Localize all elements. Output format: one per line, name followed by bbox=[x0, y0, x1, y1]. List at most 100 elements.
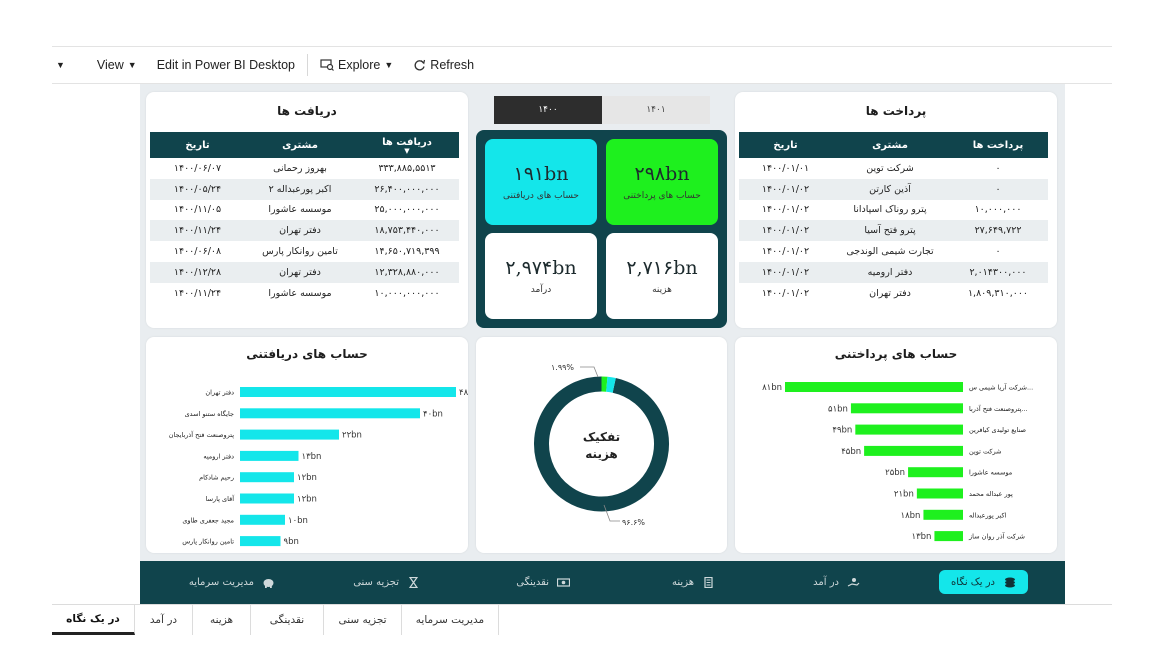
bar[interactable] bbox=[850, 403, 963, 414]
bar[interactable] bbox=[934, 531, 963, 542]
edit-desktop-button[interactable]: Edit in Power BI Desktop bbox=[147, 47, 305, 83]
table-cell: ۰ bbox=[995, 246, 1001, 258]
year-option-1400[interactable]: ۱۴۰۰ bbox=[494, 96, 602, 124]
bar[interactable] bbox=[240, 408, 420, 419]
bar[interactable] bbox=[240, 387, 456, 397]
payables-chart-title: حساب های پرداختنی bbox=[834, 347, 958, 361]
table-cell: بهروز رحمانی bbox=[273, 162, 327, 174]
kpi-panel: ۲۹۸bn حساب های پرداختنی ۱۹۱bn حساب های د… bbox=[476, 130, 727, 328]
bar[interactable] bbox=[240, 429, 339, 440]
bar[interactable] bbox=[916, 488, 963, 499]
category-label: آقای پارسا bbox=[206, 494, 236, 503]
table-cell: ۱۴۰۰/۰۱/۰۲ bbox=[761, 246, 810, 258]
table-cell: پترو فتح آسیا bbox=[832, 220, 948, 242]
kpi-payable: ۲۹۸bn حساب های پرداختنی bbox=[606, 139, 718, 225]
table-cell: اکبر پورعبداله ۲ bbox=[245, 178, 355, 200]
explore-menu[interactable]: Explore ▼ bbox=[310, 47, 403, 83]
nav-expense[interactable]: هزینه bbox=[672, 561, 715, 604]
data-label: ۲۲bn bbox=[342, 431, 362, 441]
table-row[interactable]: ۱۰,۰۰۰,۰۰۰ پترو روناک اسپادانا ۱۴۰۰/۰۱/۰۲ bbox=[739, 200, 1048, 221]
table-row[interactable]: ۱۲,۳۲۸,۸۸۰,۰۰۰ دفتر تهران ۱۴۰۰/۱۲/۲۸ bbox=[150, 261, 459, 283]
category-label: دفتر تهران bbox=[205, 389, 234, 397]
table-cell: ۱۴۰۰/۰۱/۰۲ bbox=[739, 261, 832, 283]
leader-line bbox=[603, 504, 620, 522]
sort-down-icon: ▼ bbox=[404, 146, 410, 155]
tab-liquidity[interactable]: نقدینگی bbox=[251, 605, 324, 635]
table-row[interactable]: ۲,۰۱۴۳۰۰,۰۰۰ دفتر ارومیه ۱۴۰۰/۰۱/۰۲ bbox=[739, 261, 1048, 283]
table-row[interactable]: ۳۳۳,۸۸۵,۵۵۱۳ بهروز رحمانی ۱۴۰۰/۰۶/۰۷ bbox=[150, 158, 459, 179]
coins-icon bbox=[1005, 577, 1015, 587]
table-cell: ۲,۰۱۴۳۰۰,۰۰۰ bbox=[948, 261, 1048, 283]
tab-expense[interactable]: هزینه bbox=[193, 605, 251, 635]
nav-aging[interactable]: تجزیه سنی bbox=[353, 561, 420, 604]
table-cell: ۱۴۰۰/۰۱/۰۲ bbox=[739, 178, 832, 200]
bar[interactable] bbox=[240, 536, 281, 547]
nav-label: در آمد bbox=[813, 577, 839, 588]
year-slicer: ۱۴۰۱ ۱۴۰۰ bbox=[494, 96, 710, 124]
data-label: ۴۵bn bbox=[841, 447, 861, 457]
payments-table-card: پرداخت ها پرداخت ها مشتری تاریخ ۰ شرکت تو… bbox=[735, 92, 1057, 328]
explore-label: Explore bbox=[337, 58, 381, 72]
bar[interactable] bbox=[923, 509, 963, 520]
table-row[interactable]: ۱۸,۷۵۳,۴۴۰,۰۰۰ دفتر تهران ۱۴۰۰/۱۱/۲۴ bbox=[150, 220, 459, 242]
collapse-chevron[interactable]: ▼ bbox=[52, 47, 75, 83]
nav-label: تجزیه سنی bbox=[353, 577, 399, 588]
table-cell: ۱۸,۷۵۳,۴۴۰,۰۰۰ bbox=[355, 220, 459, 242]
bar[interactable] bbox=[240, 472, 294, 483]
nav-overview[interactable]: در یک نگاه bbox=[939, 570, 1028, 594]
tab-overview[interactable]: در یک نگاه bbox=[52, 605, 135, 635]
table-row[interactable]: ۰ شرکت توین ۱۴۰۰/۰۱/۰۱ bbox=[739, 158, 1048, 179]
bar[interactable] bbox=[785, 382, 963, 392]
category-label: شرکت آذر روان ساز bbox=[968, 532, 1025, 541]
bar[interactable] bbox=[864, 445, 963, 456]
expense-donut-chart bbox=[534, 366, 669, 522]
donut-label-small: ۱.۹۹% bbox=[551, 363, 575, 372]
col-header-date[interactable]: تاریخ bbox=[739, 132, 832, 158]
bar[interactable] bbox=[855, 424, 963, 435]
table-row[interactable]: ۲۶,۴۰۰,۰۰۰,۰۰۰ اکبر پورعبداله ۲ ۱۴۰۰/۰۵/۲۴ bbox=[150, 178, 459, 200]
donut-slice[interactable] bbox=[534, 376, 669, 512]
data-label: ۲۵bn bbox=[885, 468, 905, 478]
table-cell: ۱۴۰۰/۰۱/۰۲ bbox=[761, 287, 810, 299]
col-header-customer[interactable]: مشتری bbox=[245, 132, 355, 158]
donut-slice[interactable] bbox=[606, 376, 616, 393]
table-cell: ۱۰,۰۰۰,۰۰۰,۰۰۰ bbox=[374, 287, 440, 299]
table-cell: ۱۴۰۰/۱۲/۲۸ bbox=[150, 261, 245, 283]
kpi-receivable: ۱۹۱bn حساب های دریافتنی bbox=[485, 139, 597, 225]
view-menu[interactable]: View ▼ bbox=[87, 47, 147, 83]
tab-aging[interactable]: تجزیه سنی bbox=[324, 605, 402, 635]
bar[interactable] bbox=[240, 514, 285, 525]
bar[interactable] bbox=[240, 450, 299, 461]
table-row[interactable]: ۲۵,۰۰۰,۰۰۰,۰۰۰ موسسه عاشورا ۱۴۰۰/۱۱/۰۵ bbox=[150, 200, 459, 221]
bar[interactable] bbox=[240, 493, 294, 504]
col-header-customer[interactable]: مشتری bbox=[832, 132, 948, 158]
table-cell: ۱۲,۳۲۸,۸۸۰,۰۰۰ bbox=[355, 261, 459, 283]
nav-liquidity[interactable]: نقدینگی bbox=[516, 561, 570, 604]
nav-label: در یک نگاه bbox=[951, 576, 995, 588]
col-header-amount[interactable]: پرداخت ها bbox=[948, 132, 1048, 158]
nav-capital[interactable]: مدیریت سرمایه bbox=[189, 561, 275, 604]
col-header-amount[interactable]: دریافت ها ▼ bbox=[355, 132, 459, 158]
tab-capital[interactable]: مدیریت سرمایه bbox=[402, 605, 499, 635]
bar[interactable] bbox=[908, 467, 963, 478]
donut-center-title-1: تفکیک bbox=[582, 430, 621, 444]
table-row[interactable]: ۲۷,۶۴۹,۷۲۲ پترو فتح آسیا ۱۴۰۰/۰۱/۰۲ bbox=[739, 220, 1048, 242]
payments-table-title: پرداخت ها bbox=[865, 104, 927, 118]
table-row[interactable]: ۰ تجارت شیمی الوندجی ۱۴۰۰/۰۱/۰۲ bbox=[739, 241, 1048, 262]
table-cell: ۱۴۰۰/۱۱/۲۴ bbox=[173, 287, 222, 299]
refresh-button[interactable]: Refresh bbox=[403, 47, 484, 83]
col-header-date[interactable]: تاریخ bbox=[150, 132, 245, 158]
table-cell: دفتر تهران bbox=[245, 261, 355, 283]
table-row[interactable]: ۰ آذین کارتن ۱۴۰۰/۰۱/۰۲ bbox=[739, 178, 1048, 200]
table-row[interactable]: ۱۰,۰۰۰,۰۰۰,۰۰۰ موسسه عاشورا ۱۴۰۰/۱۱/۲۴ bbox=[150, 283, 459, 304]
receipt-icon bbox=[704, 577, 713, 588]
table-cell: ۱,۸۰۹,۳۱۰,۰۰۰ bbox=[967, 287, 1029, 299]
table-row[interactable]: ۱,۸۰۹,۳۱۰,۰۰۰ دفتر تهران ۱۴۰۰/۰۱/۰۲ bbox=[739, 283, 1048, 304]
category-label: مجید جعفری طاوی bbox=[182, 516, 234, 524]
tab-income[interactable]: در آمد bbox=[135, 605, 193, 635]
table-row[interactable]: ۱۴,۶۵۰,۷۱۹,۳۹۹ تامین روانکار پارس ۱۴۰۰/۰۶/… bbox=[150, 241, 459, 262]
table-cell: موسسه عاشورا bbox=[268, 204, 332, 216]
data-label: ۴۹bn bbox=[832, 426, 852, 436]
nav-income[interactable]: در آمد bbox=[813, 561, 860, 604]
year-option-1401[interactable]: ۱۴۰۱ bbox=[602, 96, 710, 124]
